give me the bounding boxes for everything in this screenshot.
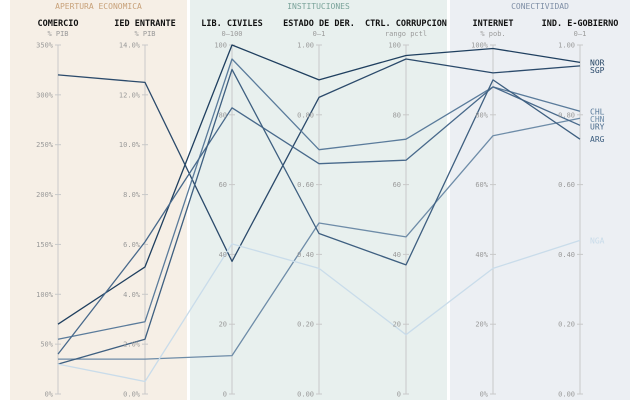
end-label-nor: NOR [590,58,605,67]
tick-label-5-0: 0% [480,391,489,399]
axis-title-4: CTRL. CORRUPCION [365,19,447,29]
axis-unit-2: 0–100 [221,30,242,38]
end-label-chn: CHN [590,115,605,124]
tick-label-1-3: 6.0% [123,241,141,249]
axis-title-0: COMERCIO [38,19,79,29]
tick-label-4-2: 40 [393,251,401,259]
tick-label-1-4: 8.0% [123,191,141,199]
series-line-nga [57,239,581,383]
tick-label-1-7: 14.0% [119,42,141,50]
tick-label-6-3: 0.60 [558,181,575,189]
tick-label-1-2: 4.0% [123,291,141,299]
tick-label-4-0: 0 [397,391,401,399]
axes [55,44,583,395]
axis-unit-1: % PIB [134,30,155,38]
axis-unit-6: 0–1 [574,30,587,38]
tick-label-3-2: 0.40 [297,251,314,259]
tick-label-2-1: 20 [219,321,227,329]
tick-label-1-0: 0.0% [123,391,141,399]
tick-label-1-6: 12.0% [119,91,141,99]
axis-unit-5: % pob. [480,30,505,38]
end-label-chl: CHL [590,107,605,116]
tick-label-0-7: 350% [36,42,54,50]
tick-label-0-6: 300% [36,91,54,99]
tick-label-5-1: 20% [475,321,488,329]
axis-unit-0: % PIB [47,30,68,38]
tick-label-4-4: 80 [393,111,401,119]
tick-label-6-4: 0.80 [558,111,575,119]
tick-label-5-3: 60% [475,181,488,189]
group-bg-conectividad [450,0,630,400]
tick-label-6-2: 0.40 [558,251,575,259]
end-label-sgp: SGP [590,66,605,75]
tick-label-0-1: 50% [40,341,53,349]
tick-label-3-4: 0.80 [297,111,314,119]
axis-title-2: LIB. CIVILES [201,19,262,29]
series-line-arg [57,68,581,365]
series-line-ury [57,86,581,355]
tick-label-2-4: 80 [219,111,227,119]
axis-unit-3: 0–1 [313,30,326,38]
axis-title-5: INTERNET [473,19,514,29]
series-lines [57,44,581,383]
end-label-ury: URY [590,122,605,131]
series-line-sgp [57,58,581,263]
tick-label-0-4: 200% [36,191,54,199]
series-line-nor [57,44,581,325]
tick-label-4-5: 100 [388,42,401,50]
tick-label-5-5: 100% [471,42,489,50]
axis-title-1: IED ENTRANTE [114,19,175,29]
group-label-apertura: APERTURA ECONOMICA [55,2,142,11]
tick-label-5-2: 40% [475,251,488,259]
tick-label-4-1: 20 [393,321,401,329]
axis-title-3: ESTADO DE DER. [283,19,355,29]
tick-label-1-5: 10.0% [119,141,141,149]
tick-label-0-2: 100% [36,291,54,299]
tick-label-3-1: 0.20 [297,321,314,329]
tick-label-2-3: 60 [219,181,227,189]
group-label-instituciones: INSTITUCIONES [287,2,350,11]
tick-label-1-1: 2.0% [123,341,141,349]
tick-label-0-0: 0% [45,391,54,399]
tick-label-0-3: 150% [36,241,54,249]
tick-label-6-5: 1.00 [558,42,575,50]
tick-label-4-3: 60 [393,181,401,189]
group-bg-apertura [10,0,187,400]
series-line-chn [58,117,581,360]
tick-label-6-1: 0.20 [558,321,575,329]
tick-label-2-2: 40 [219,251,227,259]
end-label-arg: ARG [590,135,605,144]
end-label-nga: NGA [590,236,605,245]
tick-label-0-5: 250% [36,141,54,149]
group-backgrounds [10,0,630,400]
tick-label-3-5: 1.00 [297,42,314,50]
tick-label-2-0: 0 [223,391,227,399]
group-label-conectividad: CONECTIVIDAD [511,2,569,11]
tick-label-2-5: 100 [214,42,227,50]
tick-label-5-4: 80% [475,111,488,119]
axis-title-6: IND. E-GOBIERNO [542,19,619,29]
axis-unit-4: rango pctl [385,30,427,38]
tick-label-3-0: 0.00 [297,391,314,399]
tick-label-6-0: 0.00 [558,391,575,399]
labels: APERTURA ECONOMICA INSTITUCIONES CONECTIVI… [36,2,618,399]
tick-label-3-3: 0.60 [297,181,314,189]
